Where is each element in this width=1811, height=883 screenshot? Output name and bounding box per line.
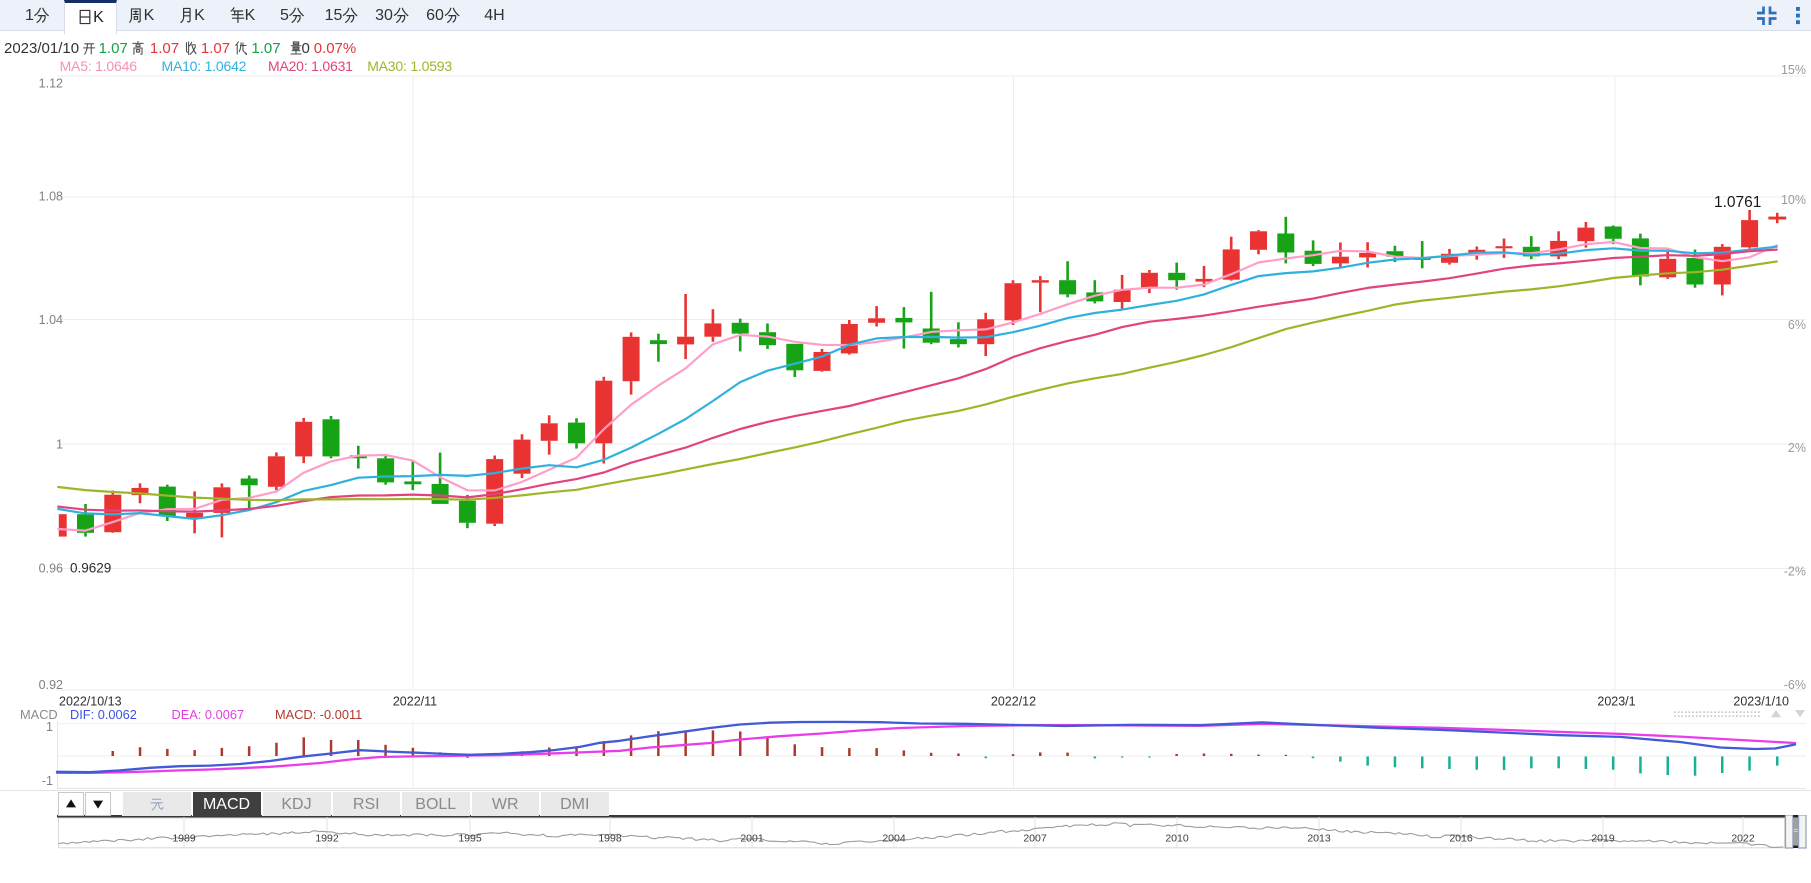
svg-text:0.96: 0.96 xyxy=(39,561,63,575)
svg-text:1: 1 xyxy=(56,437,63,451)
svg-text:0.9629: 0.9629 xyxy=(70,561,111,576)
svg-text:-2%: -2% xyxy=(1784,565,1806,579)
svg-text:2022/10/13: 2022/10/13 xyxy=(59,695,122,709)
svg-text:2022/11: 2022/11 xyxy=(393,695,437,709)
svg-text:1998: 1998 xyxy=(598,833,622,845)
svg-text:2022: 2022 xyxy=(1731,833,1755,845)
svg-text:1995: 1995 xyxy=(458,833,482,845)
svg-text:0.92: 0.92 xyxy=(39,678,63,692)
svg-text:1: 1 xyxy=(46,720,53,734)
svg-text:1.12: 1.12 xyxy=(39,76,63,90)
svg-text:1992: 1992 xyxy=(315,833,339,845)
svg-text:-1: -1 xyxy=(42,774,53,788)
svg-text:2013: 2013 xyxy=(1307,833,1331,845)
svg-text:1989: 1989 xyxy=(172,833,196,845)
svg-text:2004: 2004 xyxy=(882,833,906,845)
svg-text:2019: 2019 xyxy=(1591,833,1615,845)
svg-text:1.08: 1.08 xyxy=(39,189,63,203)
svg-text:2001: 2001 xyxy=(740,833,764,845)
svg-text:15%: 15% xyxy=(1781,63,1806,77)
svg-text:2023/1: 2023/1 xyxy=(1597,695,1635,709)
svg-text:10%: 10% xyxy=(1781,193,1806,207)
svg-text:2010: 2010 xyxy=(1165,833,1189,845)
svg-text:2023/1/10: 2023/1/10 xyxy=(1733,695,1789,709)
svg-text:2%: 2% xyxy=(1788,441,1806,455)
svg-text:2007: 2007 xyxy=(1023,833,1047,845)
svg-text:6%: 6% xyxy=(1788,318,1806,332)
svg-text:1.04: 1.04 xyxy=(39,313,63,327)
svg-text:-6%: -6% xyxy=(1784,678,1806,692)
svg-text:2016: 2016 xyxy=(1449,833,1473,845)
svg-text:2022/12: 2022/12 xyxy=(991,695,1036,709)
svg-text:1.0761: 1.0761 xyxy=(1714,194,1761,211)
